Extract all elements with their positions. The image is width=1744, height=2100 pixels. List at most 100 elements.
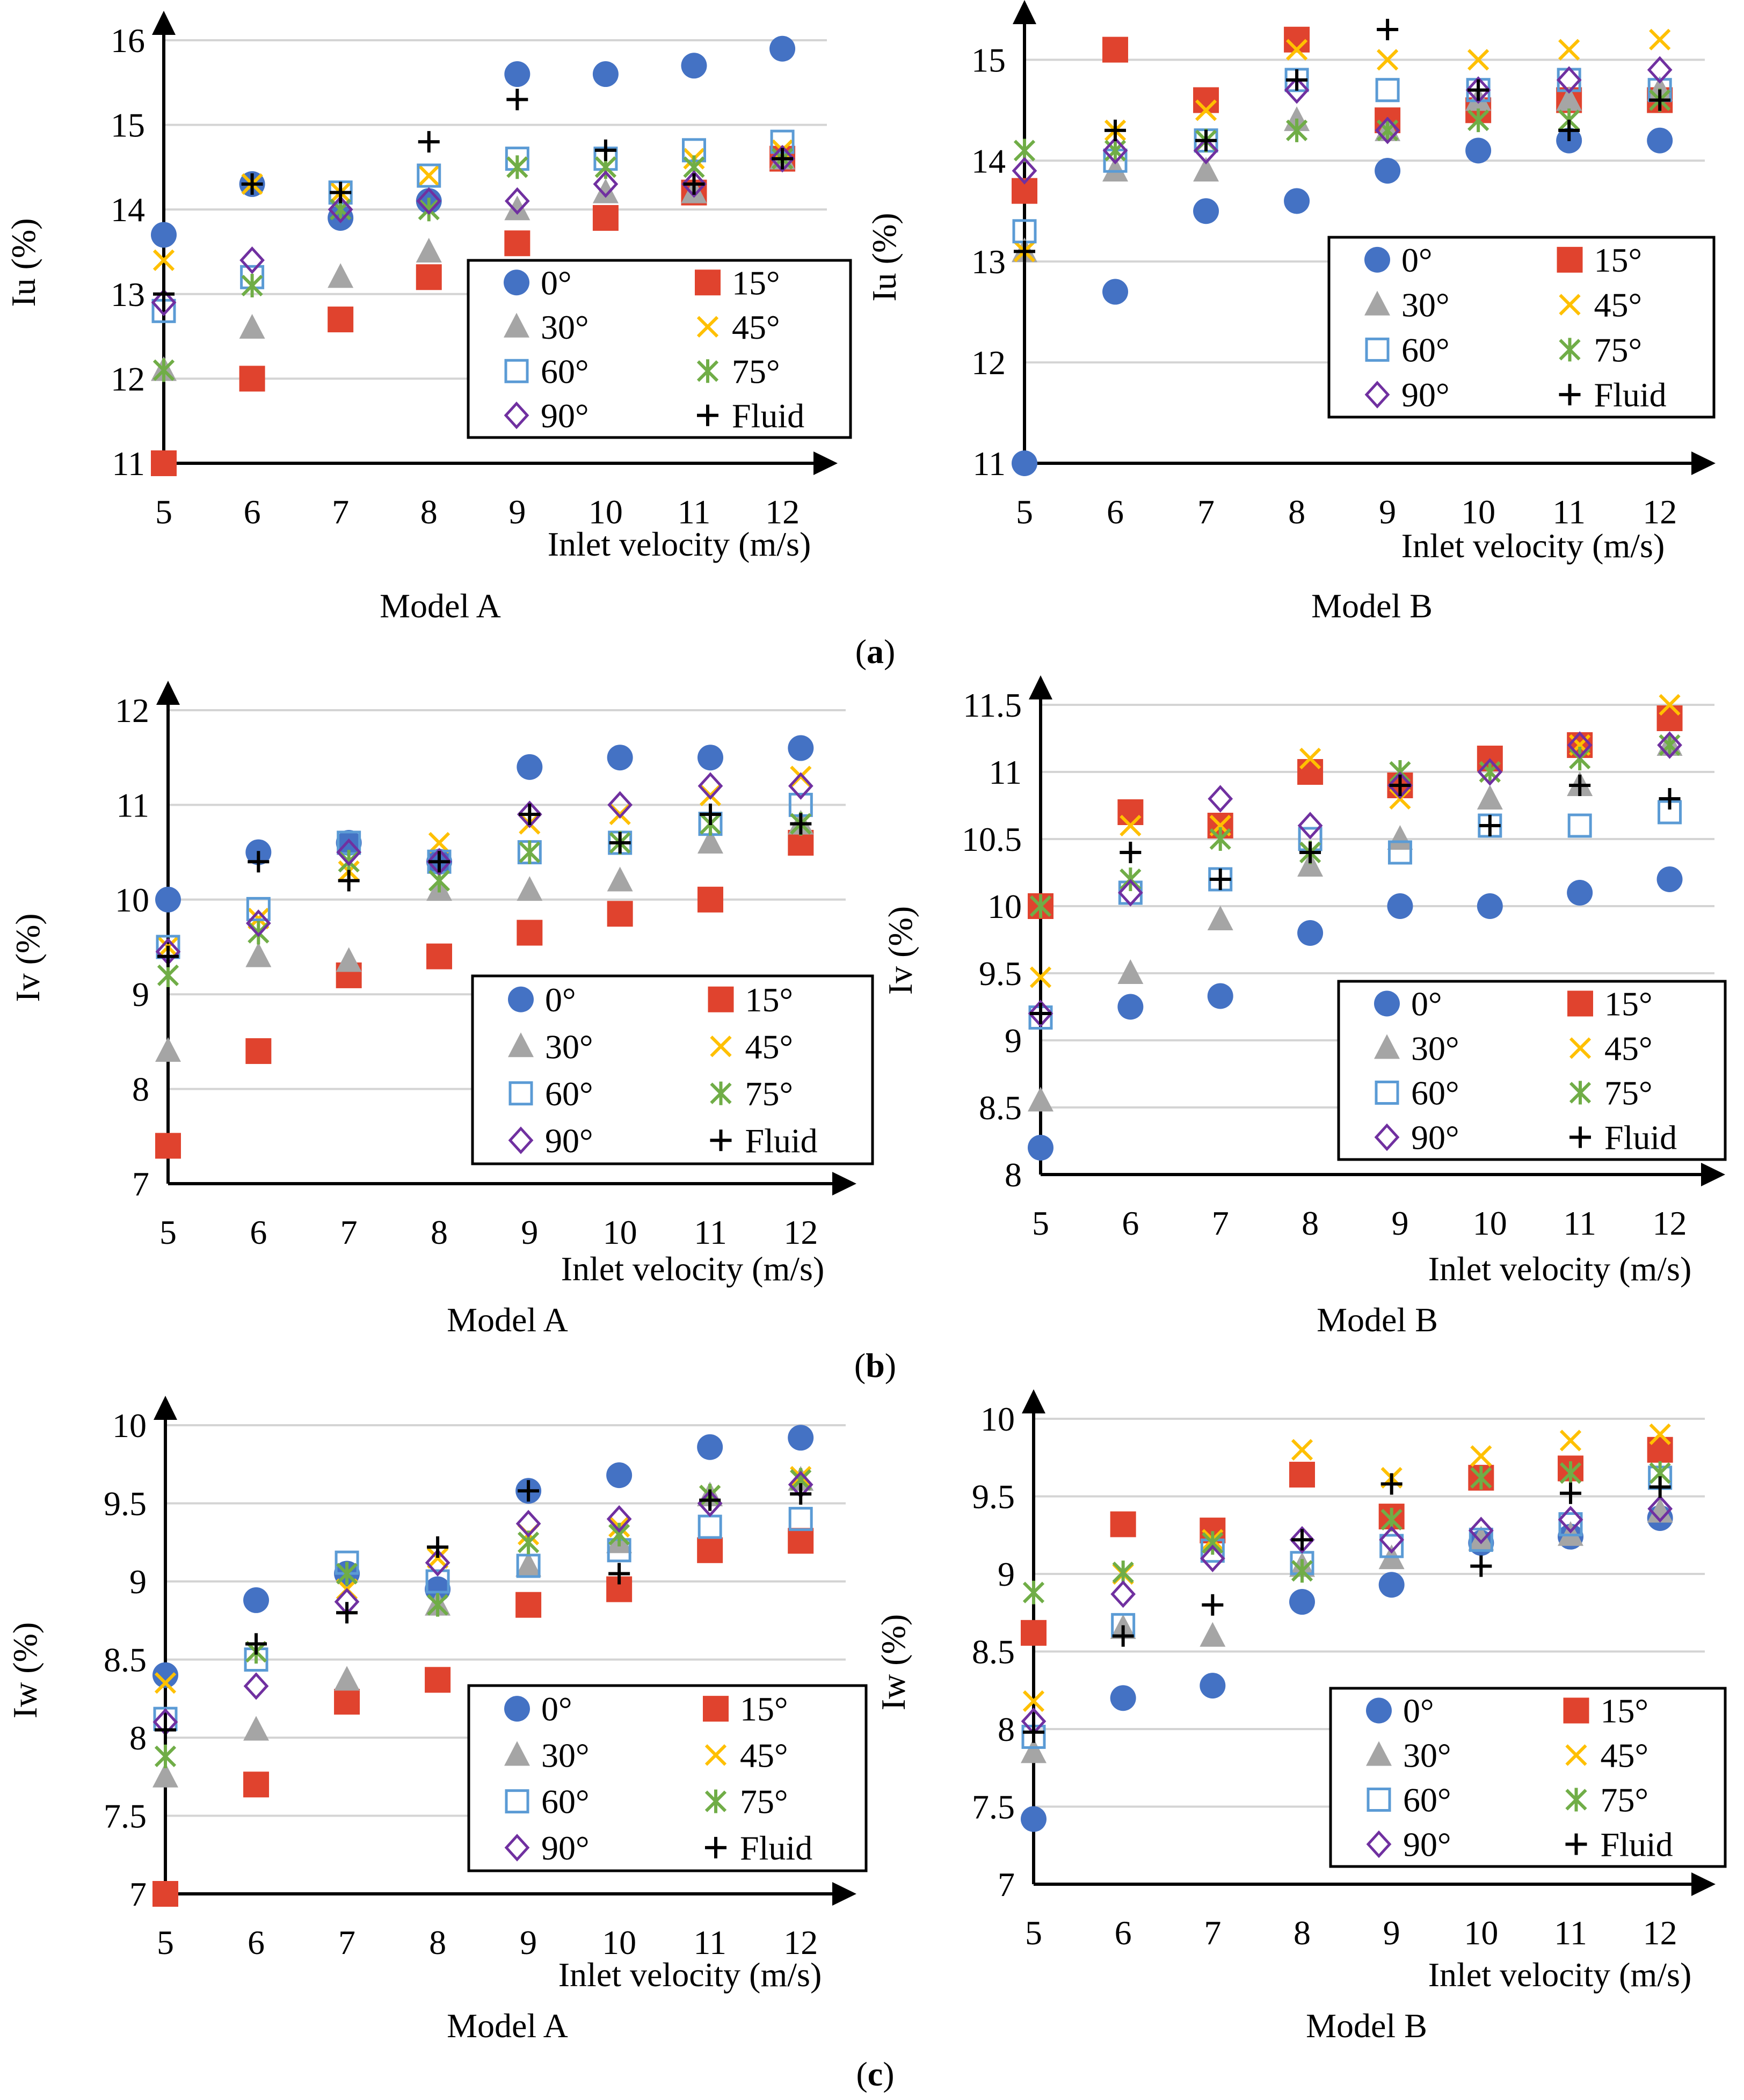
panel-label: (c) xyxy=(856,2055,894,2093)
data-point-s15 xyxy=(1289,1462,1315,1488)
data-point-fluid xyxy=(1389,775,1411,796)
legend-marker-s75 xyxy=(696,359,719,383)
data-point-s45 xyxy=(1558,39,1580,61)
data-point-s0 xyxy=(1297,920,1324,946)
data-point-s0 xyxy=(1387,893,1413,919)
x-tick-label: 11 xyxy=(678,493,711,531)
legend-label-s90: 90° xyxy=(1403,1826,1451,1864)
data-point-s30 xyxy=(1647,1498,1673,1523)
data-point-s15 xyxy=(1021,1620,1047,1646)
legend-label-fluid: Fluid xyxy=(1604,1119,1677,1157)
x-tick-label: 5 xyxy=(155,493,172,531)
data-point-s15 xyxy=(334,1689,360,1715)
data-point-fluid xyxy=(1112,1625,1134,1647)
y-tick-label: 7 xyxy=(998,1865,1015,1904)
data-point-fluid xyxy=(1649,1476,1671,1498)
data-point-s15 xyxy=(155,1133,181,1159)
data-point-s60 xyxy=(425,1569,450,1594)
data-point-s75 xyxy=(1112,1561,1134,1585)
legend-box xyxy=(471,974,874,1165)
data-point-s90 xyxy=(1375,116,1400,144)
data-point-s15 xyxy=(607,901,633,927)
series-fluid xyxy=(155,1480,812,1741)
data-point-fluid xyxy=(427,1536,449,1558)
x-axis-label: Inlet velocity (m/s) xyxy=(548,525,811,563)
legend-label-s60: 60° xyxy=(541,352,589,390)
x-tick-label: 11 xyxy=(694,1213,727,1251)
legend-marker-s60 xyxy=(1365,337,1390,362)
data-point-s45 xyxy=(1299,747,1321,770)
legend-label-s60: 60° xyxy=(1411,1074,1459,1112)
legend-label-s75: 75° xyxy=(1604,1074,1653,1112)
chart-c_A: 7 7.5 8 8.5 9 9.5 10 5 6 7 8 9 10 11 12 Iw (%) Inlet vel… xyxy=(6,1396,868,2045)
x-tick-label: 10 xyxy=(588,493,623,531)
data-point-s45 xyxy=(1022,1690,1045,1712)
data-point-s75 xyxy=(154,1744,177,1768)
data-point-s30 xyxy=(592,178,619,203)
data-point-s0 xyxy=(1200,1673,1226,1699)
data-point-s0 xyxy=(151,222,177,248)
legend-label-s0: 0° xyxy=(1411,985,1442,1023)
legend: 0° 15° 30° 45° 60° 75° 90° Fluid xyxy=(1329,1687,1727,1868)
data-point-s75 xyxy=(506,155,528,179)
data-point-fluid xyxy=(506,89,528,111)
legend-label-s75: 75° xyxy=(1601,1781,1649,1819)
series-s15 xyxy=(155,829,814,1159)
legend-label-s0: 0° xyxy=(1401,241,1433,279)
data-point-s90 xyxy=(504,187,530,215)
legend-box xyxy=(467,259,852,439)
data-point-fluid xyxy=(609,832,631,854)
y-tick-label: 15 xyxy=(971,41,1006,79)
data-point-s90 xyxy=(1200,1544,1225,1572)
data-point-fluid xyxy=(1120,842,1142,863)
data-point-s90 xyxy=(1387,771,1413,799)
y-axis-label: Iv (%) xyxy=(881,906,919,995)
legend-label-s45: 45° xyxy=(732,308,780,346)
data-point-s30 xyxy=(1102,157,1129,182)
data-point-s15 xyxy=(152,1881,178,1907)
data-point-s0 xyxy=(592,61,619,88)
legend-label-s0: 0° xyxy=(1403,1692,1434,1730)
data-point-fluid xyxy=(1209,869,1231,890)
y-tick-label: 15 xyxy=(111,106,145,144)
data-point-s15 xyxy=(1647,1437,1673,1463)
legend-label-s75: 75° xyxy=(745,1075,794,1113)
legend-label-fluid: Fluid xyxy=(1601,1826,1673,1864)
data-point-fluid xyxy=(790,1483,812,1505)
y-tick-label: 9.5 xyxy=(979,954,1022,993)
panel-label: (a) xyxy=(855,632,896,670)
data-point-s90 xyxy=(1110,1580,1136,1608)
legend-label-s15: 15° xyxy=(1594,241,1643,279)
legend-label-s30: 30° xyxy=(1401,286,1450,324)
data-point-s15 xyxy=(788,1528,814,1554)
data-point-s30 xyxy=(239,313,265,339)
legend-label-fluid: Fluid xyxy=(745,1121,818,1160)
data-point-s30 xyxy=(1556,86,1582,111)
data-point-s60 xyxy=(1469,1527,1493,1552)
x-tick-label: 7 xyxy=(1212,1204,1229,1242)
y-tick-label: 7.5 xyxy=(104,1797,147,1835)
legend-box xyxy=(1327,236,1716,419)
data-point-s0 xyxy=(769,35,796,62)
data-point-s90 xyxy=(1289,1526,1315,1554)
legend-marker-s0 xyxy=(1364,246,1390,273)
x-tick-label: 10 xyxy=(603,1213,637,1251)
legend-marker-s15 xyxy=(703,1696,729,1722)
data-point-s45 xyxy=(1467,49,1489,71)
data-point-s90 xyxy=(1647,56,1673,84)
data-point-s30 xyxy=(152,1762,178,1788)
legend-label-s60: 60° xyxy=(1401,331,1450,369)
data-point-s30 xyxy=(328,263,354,288)
x-axis-arrow xyxy=(813,451,838,475)
series-s15 xyxy=(152,1528,814,1907)
x-axis-arrow xyxy=(1691,1872,1716,1896)
y-tick-label: 10 xyxy=(112,1406,147,1445)
legend-marker-s75 xyxy=(1559,338,1581,362)
data-point-s0 xyxy=(1289,1589,1315,1615)
series-fluid xyxy=(1014,19,1671,262)
data-point-s30 xyxy=(515,1551,542,1577)
data-point-s0 xyxy=(1465,137,1492,164)
data-point-s30 xyxy=(1021,1738,1047,1763)
data-point-s60 xyxy=(417,163,441,188)
